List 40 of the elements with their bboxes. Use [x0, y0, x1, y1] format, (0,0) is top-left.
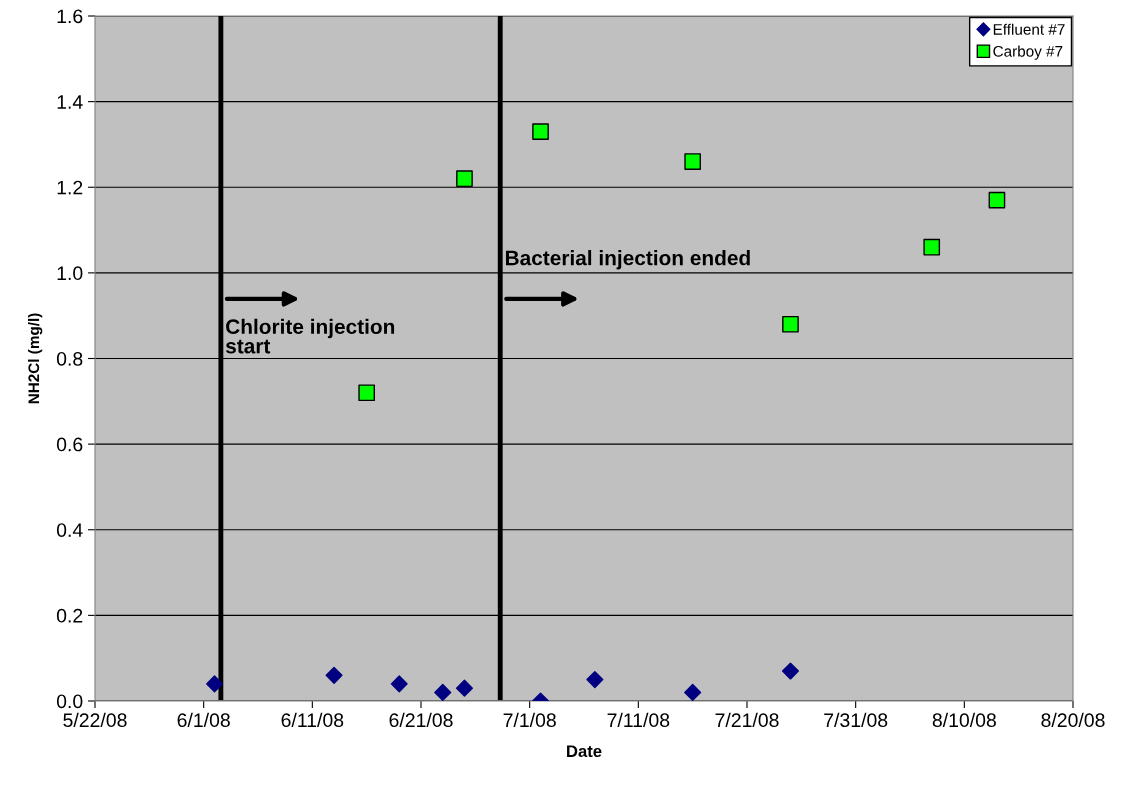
- point: [358, 384, 376, 402]
- point: [684, 153, 702, 170]
- y-tick-label: 0.2: [56, 608, 83, 623]
- x-tick-label: 5/22/08: [63, 712, 127, 728]
- y-tick-label: 0.8: [56, 351, 83, 366]
- x-tick-label: 6/1/08: [177, 712, 230, 728]
- point: [782, 315, 799, 333]
- y-tick-label: 1.0: [57, 266, 83, 281]
- point: [205, 675, 224, 693]
- ref-line-label: Chlorite injection start: [225, 318, 395, 354]
- point: [586, 671, 604, 689]
- point: [923, 238, 941, 256]
- x-axis-title: Date: [567, 745, 602, 758]
- y-tick-label: 1.2: [57, 180, 83, 195]
- x-tick-label: 7/21/08: [715, 712, 779, 728]
- x-tick-label: 8/10/08: [932, 712, 996, 728]
- point: [455, 679, 474, 697]
- ref-line-label: Bacterial injection ended: [505, 250, 750, 270]
- legend-label: Carboy #7: [993, 45, 1063, 60]
- point: [325, 666, 343, 684]
- x-tick-label: 7/11/08: [607, 712, 670, 728]
- point: [781, 662, 800, 680]
- x-tick-label: 6/11/08: [281, 712, 344, 728]
- y-axis-title: NH2Cl (mg/l): [27, 313, 43, 404]
- point: [532, 123, 549, 140]
- y-tick-label: 0.4: [56, 523, 83, 537]
- y-tick-label: 0.6: [56, 437, 83, 452]
- x-tick-label: 7/31/08: [824, 712, 888, 728]
- point: [684, 683, 702, 701]
- x-tick-label: 6/21/08: [389, 712, 453, 728]
- point: [456, 170, 473, 188]
- x-tick-label: 8/20/08: [1041, 712, 1105, 728]
- y-tick-label: 1.6: [57, 9, 83, 24]
- point: [390, 675, 408, 693]
- point: [434, 683, 452, 701]
- y-tick-label: 1.4: [57, 95, 83, 109]
- x-tick-label: 7/1/08: [503, 712, 556, 728]
- point: [988, 191, 1006, 209]
- y-tick-label: 0.0: [56, 694, 83, 709]
- legend-label: Effluent #7: [993, 23, 1065, 35]
